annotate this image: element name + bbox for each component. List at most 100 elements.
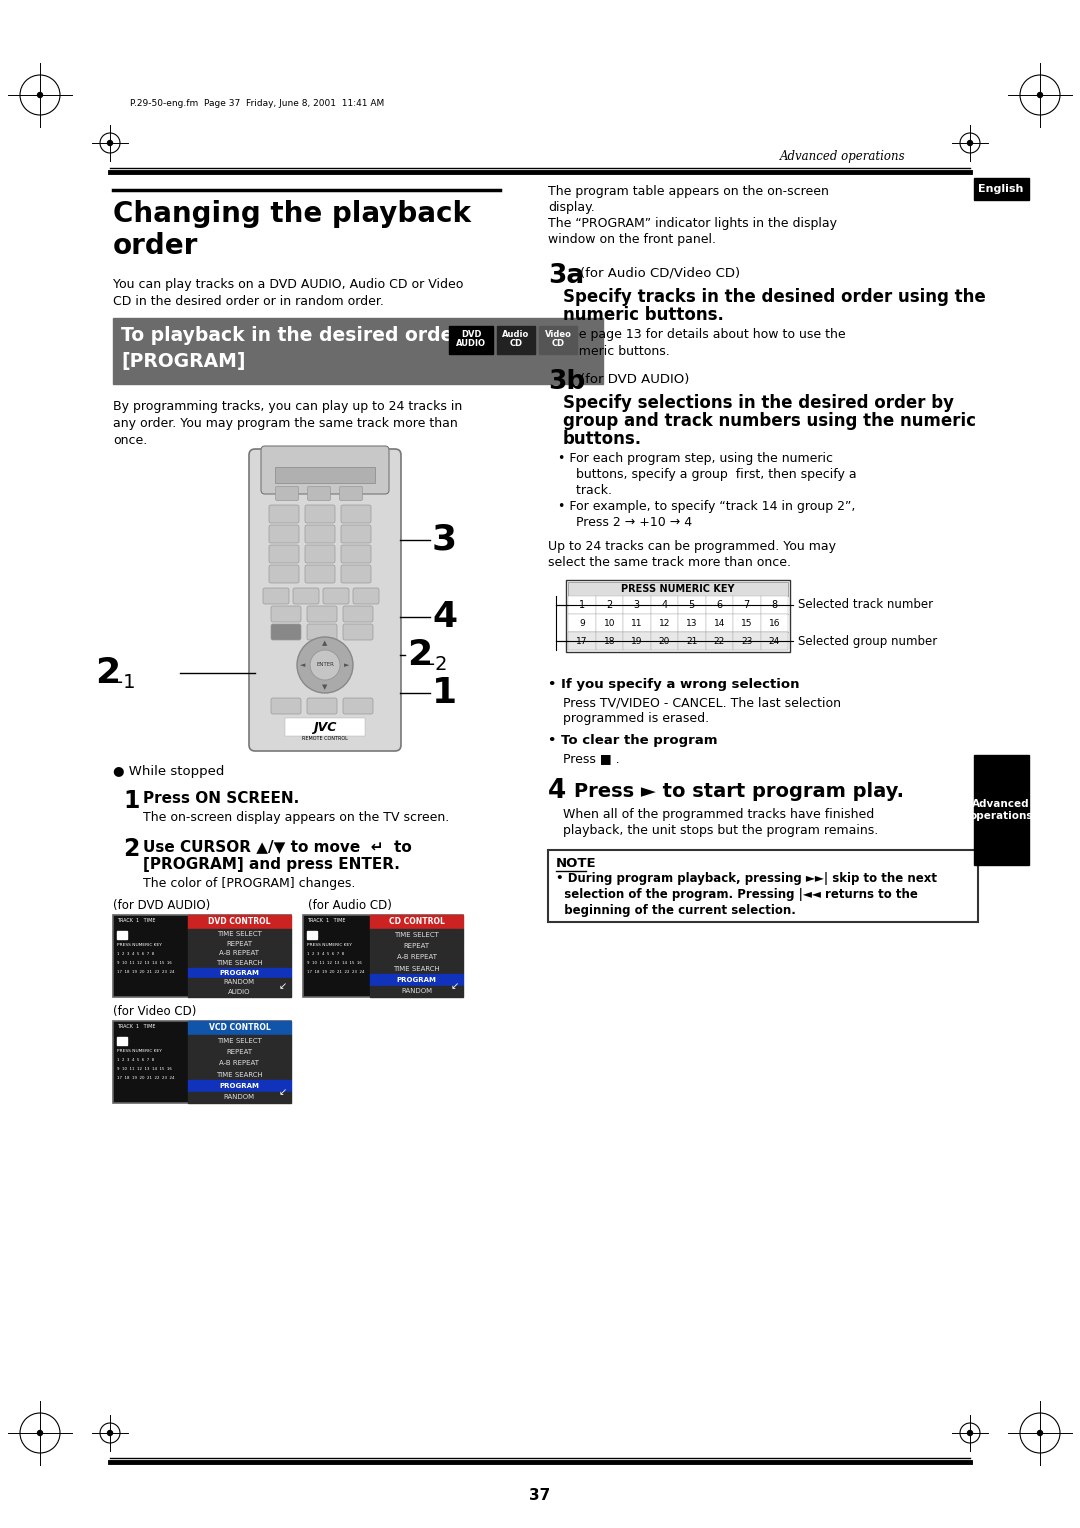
Bar [568, 633, 788, 649]
Text: Up to 24 tracks can be programmed. You may: Up to 24 tracks can be programmed. You m… [548, 539, 836, 553]
Bar [568, 582, 788, 596]
Text: • If you specify a wrong selection: • If you specify a wrong selection [548, 678, 799, 691]
Text: 14: 14 [714, 619, 725, 628]
Circle shape [108, 141, 112, 145]
FancyBboxPatch shape [341, 504, 372, 523]
Text: PRESS NUMERIC KEY: PRESS NUMERIC KEY [621, 584, 734, 594]
FancyBboxPatch shape [269, 504, 299, 523]
Bar [733, 633, 760, 649]
Text: • For example, to specify “track 14 in group 2”,: • For example, to specify “track 14 in g… [558, 500, 855, 513]
Text: 1: 1 [579, 601, 584, 610]
Text: 2: 2 [606, 601, 612, 610]
Bar [623, 596, 650, 614]
Text: 20: 20 [659, 637, 670, 645]
Text: Video: Video [544, 330, 571, 339]
Bar [285, 718, 365, 736]
Text: 9  10  11  12  13  14  15  16: 9 10 11 12 13 14 15 16 [117, 1067, 172, 1071]
Bar [188, 1080, 291, 1091]
Text: 17  18  19  20  21  22  23  24: 17 18 19 20 21 22 23 24 [117, 1076, 175, 1080]
Text: 37: 37 [529, 1487, 551, 1502]
Text: 4: 4 [432, 601, 457, 634]
Text: To playback in the desired order: To playback in the desired order [121, 325, 462, 345]
Text: PRESS NUMERIC KEY: PRESS NUMERIC KEY [117, 1050, 162, 1053]
Bar [678, 614, 705, 633]
Text: 2: 2 [123, 837, 139, 860]
Text: 6: 6 [716, 601, 723, 610]
Bar [595, 596, 623, 614]
Text: select the same track more than once.: select the same track more than once. [548, 556, 791, 568]
FancyBboxPatch shape [341, 565, 372, 584]
Text: 16: 16 [769, 619, 780, 628]
Text: TRACK  1   TIME: TRACK 1 TIME [117, 1024, 156, 1028]
Text: The color of [PROGRAM] changes.: The color of [PROGRAM] changes. [143, 877, 355, 889]
Text: TIME SELECT: TIME SELECT [217, 1038, 261, 1044]
Text: 3: 3 [432, 523, 457, 558]
Text: CD CONTROL: CD CONTROL [389, 917, 445, 926]
Bar [113, 1021, 291, 1103]
Text: TIME SEARCH: TIME SEARCH [216, 1071, 262, 1077]
Text: PROGRAM: PROGRAM [219, 1083, 259, 1089]
Bar [548, 850, 978, 921]
Bar [650, 614, 678, 633]
Text: buttons, specify a group  first, then specify a: buttons, specify a group first, then spe… [568, 468, 856, 481]
Text: 19: 19 [631, 637, 643, 645]
FancyBboxPatch shape [269, 565, 299, 584]
FancyBboxPatch shape [261, 446, 389, 494]
Text: ● While stopped: ● While stopped [113, 766, 225, 778]
Bar [678, 633, 705, 649]
Bar [307, 931, 318, 940]
Text: (for Video CD): (for Video CD) [113, 1005, 197, 1018]
Text: 7: 7 [744, 601, 750, 610]
FancyBboxPatch shape [249, 449, 401, 750]
Text: English: English [978, 183, 1024, 194]
Text: Audio: Audio [502, 330, 529, 339]
Bar [188, 929, 291, 938]
Text: Selected group number: Selected group number [798, 634, 937, 648]
FancyBboxPatch shape [307, 698, 337, 714]
Text: RANDOM: RANDOM [224, 1094, 255, 1100]
Bar [275, 468, 375, 483]
Text: TIME SELECT: TIME SELECT [394, 932, 440, 938]
FancyBboxPatch shape [305, 545, 335, 562]
Text: A-B REPEAT: A-B REPEAT [219, 1060, 259, 1067]
Text: ↙: ↙ [279, 981, 287, 992]
Bar [760, 633, 788, 649]
Text: 3a: 3a [548, 263, 584, 289]
Text: once.: once. [113, 434, 147, 448]
Text: Advanced operations: Advanced operations [780, 150, 906, 163]
Text: Use CURSOR ▲/▼ to move  ↵  to: Use CURSOR ▲/▼ to move ↵ to [143, 839, 411, 854]
Circle shape [1038, 1430, 1042, 1435]
FancyBboxPatch shape [271, 698, 301, 714]
Text: window on the front panel.: window on the front panel. [548, 232, 716, 246]
Text: TIME SEARCH: TIME SEARCH [216, 960, 262, 966]
Text: REMOTE CONTROL: REMOTE CONTROL [302, 735, 348, 741]
Bar [623, 614, 650, 633]
Circle shape [38, 1430, 42, 1435]
Text: JVC: JVC [313, 721, 337, 733]
Text: 24: 24 [769, 637, 780, 645]
Text: selection of the program. Pressing |◄◄ returns to the: selection of the program. Pressing |◄◄ r… [556, 888, 918, 902]
Bar [188, 987, 291, 996]
Text: 1: 1 [432, 675, 457, 711]
Text: ▼: ▼ [322, 685, 327, 691]
Text: playback, the unit stops but the program remains.: playback, the unit stops but the program… [563, 824, 878, 837]
Bar [678, 596, 705, 614]
Text: Changing the playback: Changing the playback [113, 200, 471, 228]
Text: 2: 2 [95, 656, 120, 691]
Bar [650, 633, 678, 649]
Text: (for DVD AUDIO): (for DVD AUDIO) [580, 373, 689, 387]
Bar [497, 325, 535, 354]
FancyBboxPatch shape [305, 565, 335, 584]
Bar [188, 949, 291, 958]
Bar [303, 915, 463, 996]
Circle shape [108, 1430, 112, 1435]
Text: A-B REPEAT: A-B REPEAT [219, 950, 259, 957]
Text: TIME SELECT: TIME SELECT [217, 931, 261, 937]
Text: buttons.: buttons. [563, 429, 643, 448]
FancyBboxPatch shape [269, 526, 299, 542]
Text: order: order [113, 232, 199, 260]
Text: 10: 10 [604, 619, 615, 628]
Circle shape [968, 1430, 972, 1435]
FancyBboxPatch shape [307, 623, 337, 640]
Text: Advanced
operations: Advanced operations [969, 799, 1032, 821]
